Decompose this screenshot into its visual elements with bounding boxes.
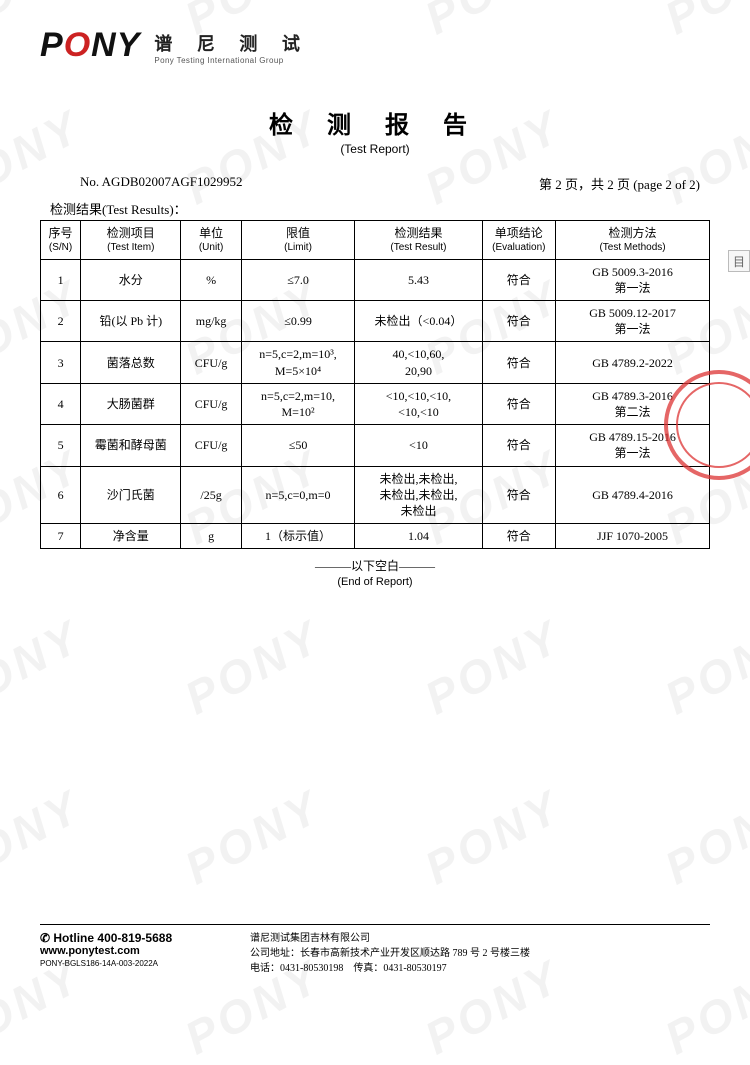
- page-indicator: 第 2 页，共 2 页 (page 2 of 2): [539, 174, 700, 193]
- logo-letter: P: [40, 26, 64, 64]
- table-cell: 未检出（<0.04）: [355, 301, 482, 342]
- table-row: 3菌落总数CFU/gn=5,c=2,m=10³,M=5×10⁴40,<10,60…: [41, 342, 710, 383]
- company-contact: 电话：0431-80530198 传真：0431-80530197: [250, 961, 710, 976]
- company-address: 公司地址：长春市高新技术产业开发区顺达路 789 号 2 号楼三楼: [250, 946, 710, 961]
- table-cell: n=5,c=2,m=10,M=10²: [241, 383, 355, 424]
- table-row: 7净含量g1（标示值）1.04符合JJF 1070-2005: [41, 524, 710, 549]
- logo-letter-accent: O: [64, 28, 91, 62]
- results-label: 检测结果(Test Results)：: [40, 199, 710, 218]
- table-cell: 水分: [81, 259, 181, 300]
- table-header: 检测方法(Test Methods): [556, 221, 710, 260]
- table-cell: 符合: [482, 466, 556, 524]
- table-cell: GB 5009.12-2017第一法: [556, 301, 710, 342]
- table-cell: 符合: [482, 259, 556, 300]
- table-row: 6沙门氏菌/25gn=5,c=0,m=0未检出,未检出,未检出,未检出,未检出符…: [41, 466, 710, 524]
- table-cell: 大肠菌群: [81, 383, 181, 424]
- table-cell: 1（标示值）: [241, 524, 355, 549]
- table-cell: 3: [41, 342, 81, 383]
- table-cell: g: [181, 524, 241, 549]
- table-cell: CFU/g: [181, 342, 241, 383]
- table-cell: 铅(以 Pb 计): [81, 301, 181, 342]
- table-cell: 40,<10,60,20,90: [355, 342, 482, 383]
- meta-row: No. AGDB02007AGF1029952 第 2 页，共 2 页 (pag…: [40, 174, 710, 193]
- table-row: 1水分%≤7.05.43符合GB 5009.3-2016第一法: [41, 259, 710, 300]
- table-header: 检测项目(Test Item): [81, 221, 181, 260]
- table-cell: 未检出,未检出,未检出,未检出,未检出: [355, 466, 482, 524]
- table-cell: 7: [41, 524, 81, 549]
- table-cell: <10: [355, 425, 482, 466]
- table-cell: n=5,c=2,m=10³,M=5×10⁴: [241, 342, 355, 383]
- table-cell: GB 4789.4-2016: [556, 466, 710, 524]
- table-cell: %: [181, 259, 241, 300]
- table-cell: 5.43: [355, 259, 482, 300]
- logo-letter: NY: [91, 26, 140, 64]
- table-header: 检测结果(Test Result): [355, 221, 482, 260]
- table-cell: 1.04: [355, 524, 482, 549]
- table-cell: 符合: [482, 383, 556, 424]
- logo-en-text: Pony Testing International Group: [154, 56, 310, 65]
- title-cn: 检 测 报 告: [40, 105, 710, 140]
- table-cell: n=5,c=0,m=0: [241, 466, 355, 524]
- table-cell: 1: [41, 259, 81, 300]
- hotline: ✆ Hotline 400-819-5688: [40, 931, 230, 945]
- table-cell: GB 5009.3-2016第一法: [556, 259, 710, 300]
- side-widget-icon[interactable]: 目: [728, 250, 750, 272]
- table-header: 序号(S/N): [41, 221, 81, 260]
- website: www.ponytest.com: [40, 945, 230, 957]
- table-cell: CFU/g: [181, 383, 241, 424]
- table-cell: GB 4789.2-2022: [556, 342, 710, 383]
- table-cell: ≤7.0: [241, 259, 355, 300]
- table-cell: ≤0.99: [241, 301, 355, 342]
- table-header: 单位(Unit): [181, 221, 241, 260]
- logo-cn-text: 谱 尼 测 试: [154, 30, 310, 56]
- table-cell: 符合: [482, 301, 556, 342]
- table-cell: 沙门氏菌: [81, 466, 181, 524]
- report-title: 检 测 报 告 (Test Report): [40, 105, 710, 156]
- table-row: 2铅(以 Pb 计)mg/kg≤0.99未检出（<0.04）符合GB 5009.…: [41, 301, 710, 342]
- table-cell: 菌落总数: [81, 342, 181, 383]
- logo-mark: PONY: [40, 28, 140, 62]
- table-cell: 符合: [482, 425, 556, 466]
- table-cell: 符合: [482, 524, 556, 549]
- footer: ✆ Hotline 400-819-5688 www.ponytest.com …: [40, 924, 710, 976]
- table-cell: 霉菌和酵母菌: [81, 425, 181, 466]
- form-code: PONY-BGLS186-14A-003-2022A: [40, 959, 230, 968]
- table-cell: 5: [41, 425, 81, 466]
- company-name: 谱尼测试集团吉林有限公司: [250, 931, 710, 946]
- report-number: No. AGDB02007AGF1029952: [80, 174, 243, 193]
- table-cell: /25g: [181, 466, 241, 524]
- table-header: 单项结论(Evaluation): [482, 221, 556, 260]
- table-cell: 2: [41, 301, 81, 342]
- table-cell: JJF 1070-2005: [556, 524, 710, 549]
- table-cell: <10,<10,<10,<10,<10: [355, 383, 482, 424]
- table-cell: CFU/g: [181, 425, 241, 466]
- results-table: 序号(S/N)检测项目(Test Item)单位(Unit)限值(Limit)检…: [40, 220, 710, 549]
- table-row: 4大肠菌群CFU/gn=5,c=2,m=10,M=10²<10,<10,<10,…: [41, 383, 710, 424]
- end-of-report: ———以下空白——— (End of Report): [40, 557, 710, 589]
- table-cell: 4: [41, 383, 81, 424]
- table-row: 5霉菌和酵母菌CFU/g≤50<10符合GB 4789.15-2016第一法: [41, 425, 710, 466]
- table-cell: ≤50: [241, 425, 355, 466]
- table-cell: mg/kg: [181, 301, 241, 342]
- table-cell: 净含量: [81, 524, 181, 549]
- header-logo: PONY 谱 尼 测 试 Pony Testing International …: [40, 28, 710, 65]
- title-en: (Test Report): [40, 142, 710, 156]
- table-header: 限值(Limit): [241, 221, 355, 260]
- table-cell: 符合: [482, 342, 556, 383]
- table-cell: 6: [41, 466, 81, 524]
